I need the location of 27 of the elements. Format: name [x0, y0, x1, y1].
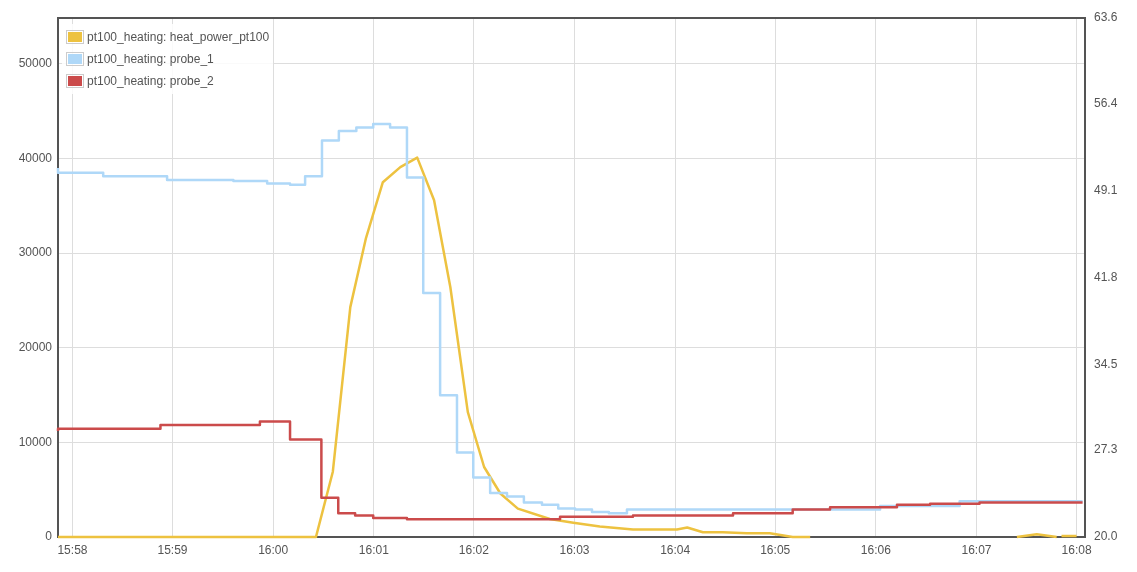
- y2-tick-label: 49.1: [1094, 182, 1118, 197]
- legend-label: pt100_heating: probe_2: [87, 74, 214, 88]
- legend-label: pt100_heating: probe_1: [87, 52, 214, 66]
- x-tick-label: 15:59: [157, 542, 188, 557]
- x-tick-label: 16:05: [760, 542, 791, 557]
- legend-label: pt100_heating: heat_power_pt100: [87, 30, 270, 44]
- y-tick-label: 10000: [18, 434, 53, 449]
- y-tick-label: 30000: [18, 245, 53, 260]
- y2-tick-label: 34.5: [1094, 356, 1118, 371]
- y2-tick-label: 41.8: [1094, 269, 1118, 284]
- x-tick-label: 15:58: [57, 542, 88, 557]
- y-tick-label: 0: [45, 529, 53, 544]
- x-tick-label: 16:06: [860, 542, 892, 557]
- y-tick-label: 20000: [18, 340, 53, 355]
- x-tick-label: 16:04: [660, 542, 691, 557]
- y2-tick-label: 20.0: [1094, 529, 1118, 544]
- x-tick-label: 16:00: [258, 542, 289, 557]
- x-tick-label: 16:01: [358, 542, 390, 557]
- y2-tick-label: 27.3: [1094, 442, 1118, 457]
- x-tick-label: 16:02: [458, 542, 490, 557]
- x-tick-label: 16:03: [559, 542, 590, 557]
- x-tick-label: 16:07: [961, 542, 992, 557]
- y2-tick-label: 63.6: [1094, 10, 1118, 25]
- y-tick-label: 40000: [18, 150, 53, 165]
- y2-tick-label: 56.4: [1094, 96, 1118, 111]
- y-tick-label: 50000: [18, 56, 53, 71]
- x-tick-label: 16:08: [1061, 542, 1092, 557]
